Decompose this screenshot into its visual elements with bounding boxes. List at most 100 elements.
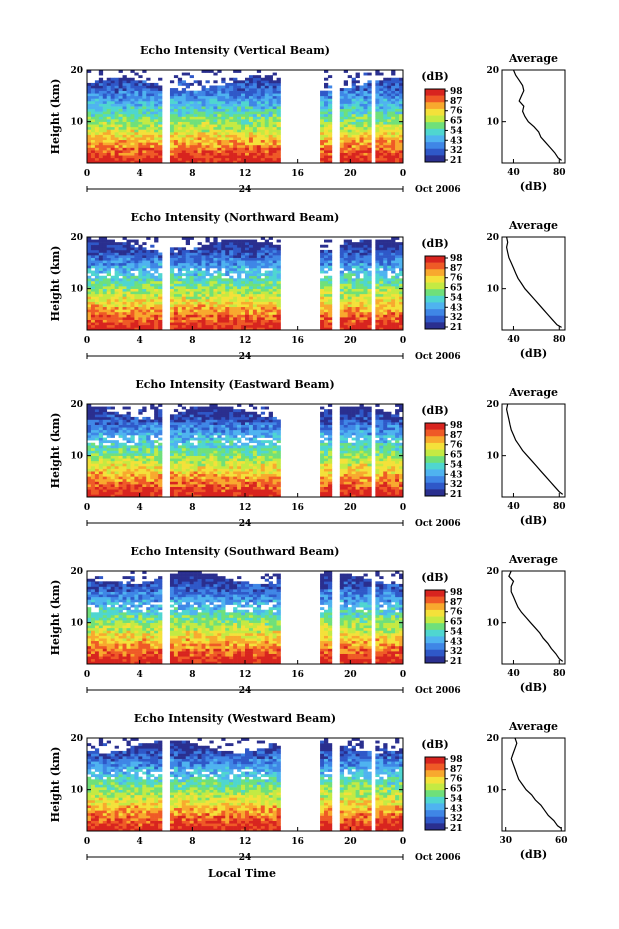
heatmap-cell (351, 80, 356, 84)
heatmap-cell (268, 106, 273, 110)
heatmap-cell (379, 144, 384, 148)
heatmap-cell (201, 278, 206, 282)
heatmap-cell (134, 95, 139, 99)
heatmap-cell (276, 314, 281, 318)
heatmap-cell (130, 255, 135, 258)
heatmap-cell (359, 296, 364, 300)
heatmap-cell (118, 255, 123, 258)
heatmap-cell (359, 306, 364, 310)
heatmap-cell (185, 317, 190, 320)
heatmap-cell (391, 101, 396, 104)
heatmap-cell (395, 304, 400, 308)
heatmap-cell (118, 466, 123, 469)
heatmap-cell (173, 275, 179, 279)
heatmap-cell (260, 317, 266, 320)
heatmap-cell (150, 137, 155, 141)
heatmap-cell (87, 422, 92, 425)
heatmap-cell (150, 319, 155, 323)
heatmap-cell (264, 293, 269, 297)
heatmap-cell (201, 280, 206, 284)
heatmap-cell (173, 150, 179, 153)
heatmap-cell (237, 80, 242, 84)
heatmap-cell (142, 90, 147, 94)
heatmap-cell (114, 252, 119, 256)
heatmap-cell (138, 268, 143, 271)
heatmap-cell (98, 93, 104, 97)
heatmap-cell (126, 460, 131, 464)
heatmap-cell (106, 121, 111, 125)
heatmap-cell (122, 75, 127, 79)
heatmap-cell (158, 155, 163, 159)
x-tick-label: 8 (189, 336, 195, 346)
heatmap-cell (363, 327, 368, 330)
heatmap-cell (114, 137, 119, 141)
heatmap-cell (209, 309, 214, 313)
heatmap-cell (324, 262, 329, 266)
heatmap-cell (343, 147, 348, 151)
heatmap-cell (118, 103, 123, 107)
heatmap-cell (320, 119, 325, 122)
heatmap-cell (177, 134, 183, 138)
heatmap-cell (225, 311, 230, 315)
heatmap-cell (102, 111, 108, 115)
heatmap-cell (146, 309, 151, 313)
heatmap-cell (110, 116, 115, 120)
heatmap-cell (189, 322, 194, 326)
heatmap-cell (205, 147, 210, 151)
heatmap-cell (272, 260, 277, 264)
heatmap-cell (245, 90, 250, 94)
heatmap-cell (264, 283, 269, 287)
heatmap-cell (138, 311, 143, 315)
heatmap-cell (102, 489, 108, 493)
heatmap-cell (252, 301, 258, 305)
heatmap-cell (110, 442, 115, 446)
heatmap-cell (391, 301, 396, 305)
heatmap-cell (343, 124, 348, 128)
heatmap-cell (252, 137, 258, 141)
heatmap-cell (138, 273, 143, 277)
heatmap-cell (126, 317, 131, 320)
heatmap-cell (150, 327, 155, 330)
heatmap-cell (363, 155, 368, 159)
heatmap-cell (252, 252, 258, 256)
heatmap-cell (375, 111, 380, 115)
heatmap-cell (87, 327, 92, 330)
x-tick-label: 0 (84, 336, 90, 346)
heatmap-cell (94, 126, 100, 130)
heatmap-cell (367, 126, 372, 130)
heatmap-cell (126, 155, 131, 159)
heatmap-cell (169, 121, 175, 125)
heatmap-cell (154, 237, 159, 240)
heatmap-cell (367, 152, 372, 156)
heatmap-cell (126, 432, 131, 436)
heatmap-cell (391, 129, 396, 133)
heatmap-cell (229, 90, 234, 94)
heatmap-cell (237, 88, 242, 91)
heatmap-cell (146, 463, 151, 467)
heatmap-cell (122, 257, 127, 261)
heatmap-cell (217, 113, 222, 117)
heatmap-cell (150, 95, 155, 99)
heatmap-cell (154, 275, 159, 279)
heatmap-cell (225, 88, 230, 91)
heatmap-cell (205, 139, 210, 143)
heatmap-cell (90, 111, 96, 115)
heatmap-cell (118, 152, 123, 156)
heatmap-cell (87, 106, 92, 110)
heatmap-cell (359, 293, 364, 297)
heatmap-cell (256, 306, 262, 310)
heatmap-cell (126, 268, 131, 271)
heatmap-cell (245, 124, 250, 128)
heatmap-cell (177, 111, 183, 115)
heatmap-cell (213, 116, 218, 120)
heatmap-cell (217, 147, 222, 151)
heatmap-cell (264, 280, 269, 284)
heatmap-cell (339, 249, 345, 253)
heatmap-cell (138, 119, 143, 122)
heatmap-cell (138, 252, 143, 256)
heatmap-cell (379, 82, 384, 86)
heatmap-cell (367, 265, 372, 269)
heatmap-cell (248, 101, 254, 104)
heatmap-cell (138, 106, 143, 110)
heatmap-cell (355, 113, 360, 117)
